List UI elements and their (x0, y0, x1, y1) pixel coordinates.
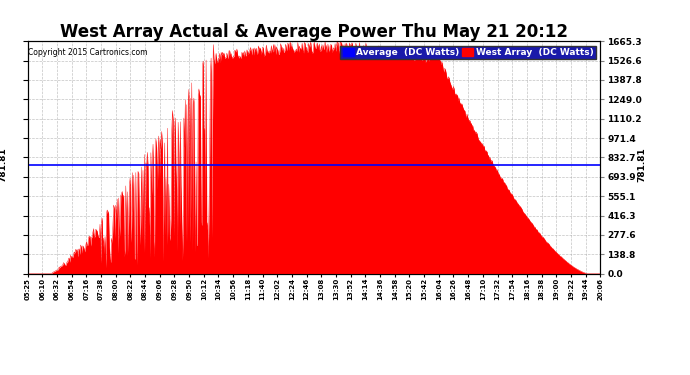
Legend: Average  (DC Watts), West Array  (DC Watts): Average (DC Watts), West Array (DC Watts… (340, 46, 595, 59)
Text: Copyright 2015 Cartronics.com: Copyright 2015 Cartronics.com (28, 48, 148, 57)
Text: 781.81: 781.81 (638, 147, 647, 182)
Title: West Array Actual & Average Power Thu May 21 20:12: West Array Actual & Average Power Thu Ma… (60, 23, 568, 41)
Text: 781.81: 781.81 (0, 147, 7, 182)
